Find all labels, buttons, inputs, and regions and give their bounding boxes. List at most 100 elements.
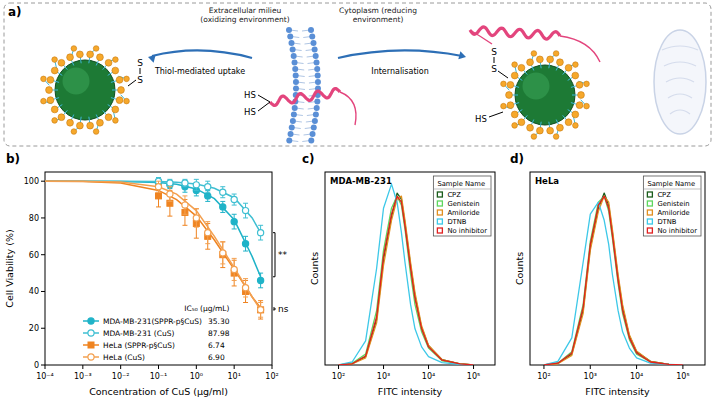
data-point [182, 202, 188, 208]
lipid-head [312, 118, 318, 124]
ligand [47, 97, 54, 104]
panel-b: b)10⁻⁴10⁻³10⁻²10⁻¹10⁰10¹10²020406080100C… [4, 152, 289, 397]
ligand [547, 56, 554, 63]
arrow-label: Internalisation [371, 67, 428, 76]
x-tick-label: 10⁵ [467, 372, 480, 381]
arrow-shaft [338, 50, 462, 58]
x-tick-label: 10¹ [227, 372, 240, 381]
legend-marker [88, 330, 94, 336]
arrow-head [458, 51, 466, 59]
x-tick [590, 365, 591, 369]
histogram-line [544, 193, 683, 365]
lipid-head [293, 79, 299, 85]
error-bar [258, 301, 263, 319]
legend: Sample NameCPZGenisteinAmilorideDTNBNo i… [433, 176, 491, 236]
ligand [47, 76, 54, 83]
lipid-head [293, 73, 299, 79]
y-tick-label: 40 [29, 287, 39, 296]
x-tick-label: 10⁴ [422, 372, 435, 381]
data-point [242, 241, 248, 247]
lipid-head [287, 34, 293, 40]
error-bar [182, 196, 187, 214]
lipid-head [308, 27, 314, 33]
data-point [220, 189, 226, 195]
panel-title: MDA-MB-231 [330, 176, 392, 186]
significance-bracket [273, 233, 275, 277]
legend-marker [88, 318, 94, 324]
error-bar [258, 273, 263, 288]
error-bar [220, 242, 225, 264]
ligand [573, 123, 579, 129]
ligand [553, 134, 559, 140]
legend-title: Sample Name [647, 180, 695, 188]
arrow-shaft [152, 50, 252, 58]
arrow-head [148, 55, 156, 63]
organelle-fold [666, 78, 694, 82]
y-tick [41, 328, 45, 329]
figure: a)Extracellular milieu(oxidizing environ… [0, 0, 715, 412]
legend: Sample NameCPZGenisteinAmilorideDTNBNo i… [643, 176, 701, 236]
legend-divider [643, 189, 701, 190]
organelle [654, 30, 706, 134]
y-axis-title: Cell Viability (%) [4, 229, 15, 307]
panel-frame [4, 3, 711, 146]
ligand [518, 64, 525, 71]
ligand [506, 92, 513, 99]
x-tick-label: 10⁵ [676, 372, 689, 381]
error-bar [243, 203, 248, 218]
data-point [205, 184, 211, 190]
ligand [46, 87, 53, 94]
ligand [578, 92, 585, 99]
y-tick [41, 181, 45, 182]
organelle-fold [662, 46, 698, 50]
x-tick-label: 10³ [377, 372, 390, 381]
bond [489, 112, 503, 117]
y-tick-label: 80 [29, 214, 39, 223]
lipid-head [292, 66, 298, 72]
legend-swatch [437, 192, 442, 197]
lipid-head [291, 53, 297, 59]
ligand [87, 51, 94, 58]
ligand [512, 62, 518, 68]
panel-letter: d) [510, 152, 524, 166]
lipid-head [315, 79, 321, 85]
ligand [116, 97, 123, 104]
nanoparticle-core [55, 60, 115, 120]
ligand [113, 57, 119, 63]
histogram-line [339, 193, 474, 365]
legend-title: Sample Name [437, 180, 485, 188]
error-bar [194, 179, 199, 190]
lipid-head [314, 99, 320, 105]
histogram-line [339, 196, 474, 365]
legend-label: CPZ [447, 191, 461, 199]
bond [140, 68, 141, 74]
legend-swatch [647, 219, 652, 224]
y-axis-title: Counts [514, 252, 525, 285]
legend: MDA-MB-231(SPPR-p§CuS)MDA-MB-231 (CuS)He… [83, 304, 230, 362]
legend-label: Amiloride [657, 209, 689, 217]
legend-label: MDA-MB-231 (CuS) [103, 329, 174, 338]
x-tick-label: 10⁰ [190, 372, 203, 381]
plot-area [45, 178, 264, 320]
legend-swatch [647, 192, 652, 197]
ligand [112, 67, 119, 74]
chem-label: S [137, 75, 143, 85]
lipid-head [293, 86, 299, 92]
y-tick-label: 100 [24, 177, 39, 186]
ligand [511, 72, 518, 79]
histogram-line [339, 196, 474, 365]
error-bar [232, 214, 237, 229]
error-bar [220, 187, 225, 198]
histogram-line [544, 196, 683, 365]
legend-swatch [647, 210, 652, 215]
ligand [67, 119, 74, 126]
region-label: Extracellular milieu(oxidizing environme… [200, 6, 289, 24]
arrow-label: Thiol-mediated uptake [154, 67, 245, 76]
ligand [518, 119, 525, 126]
y-tick [41, 254, 45, 255]
legend-swatch [437, 228, 442, 233]
error-bar [194, 209, 199, 227]
x-tick [543, 365, 544, 369]
data-point [258, 277, 264, 283]
ligand [41, 98, 47, 104]
